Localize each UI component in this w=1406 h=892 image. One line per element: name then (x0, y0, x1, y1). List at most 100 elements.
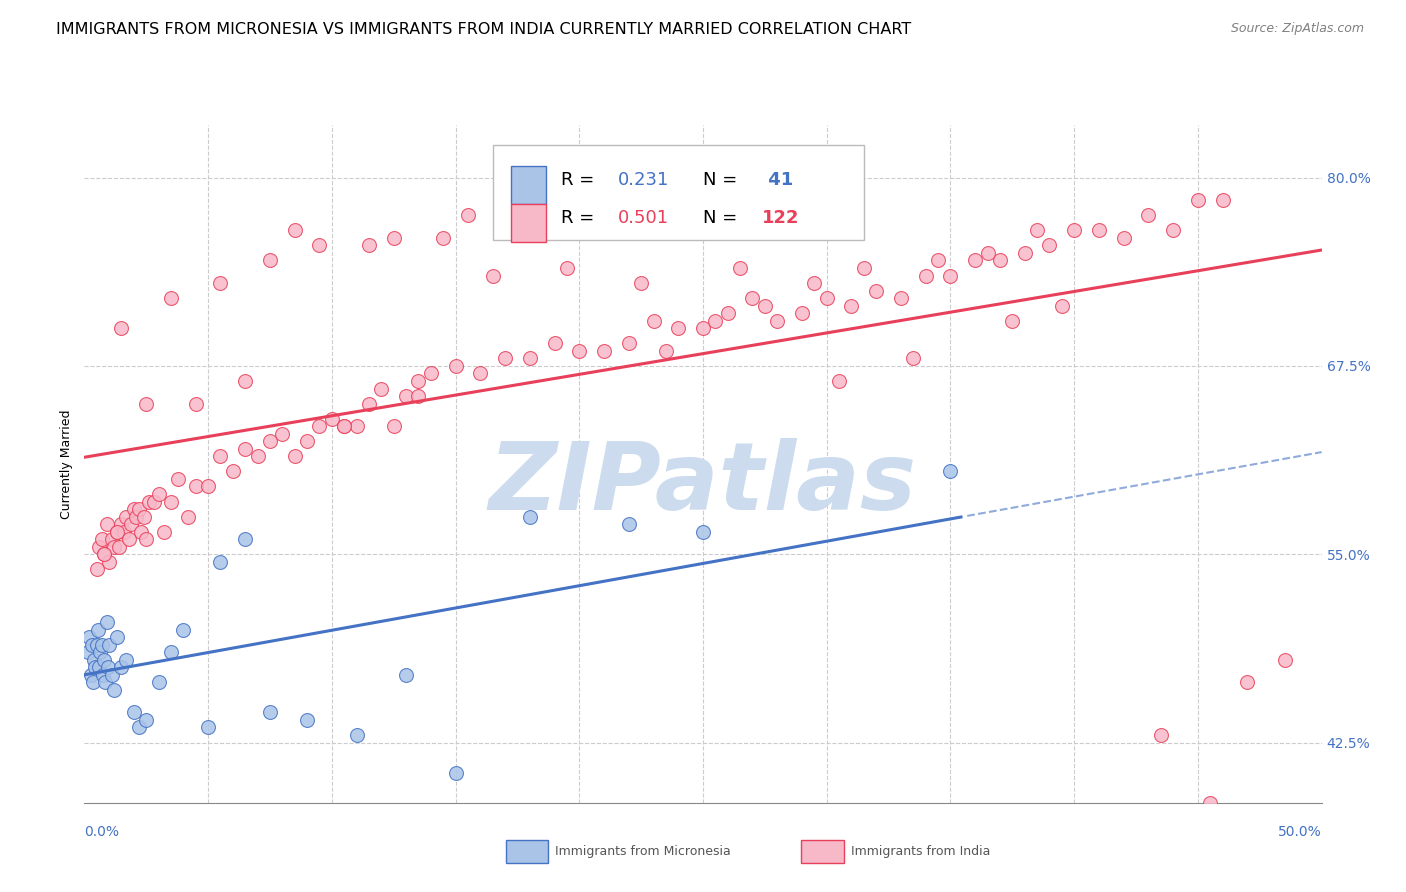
Point (581, 186, 603, 200)
Text: 122: 122 (762, 210, 800, 227)
Point (444, 359, 467, 373)
Point (87, 623, 110, 637)
Point (122, 502, 145, 516)
Point (988, 253, 1011, 268)
Point (1038, 238, 1060, 252)
Point (395, 389, 418, 403)
Point (704, 314, 727, 328)
Point (1112, 231, 1135, 245)
Text: N =: N = (703, 210, 742, 227)
Point (728, 260, 751, 275)
Text: ZIPatlas: ZIPatlas (489, 438, 917, 530)
Point (419, 367, 441, 381)
Point (617, 336, 640, 351)
Point (630, 276, 652, 290)
Point (98, 555, 121, 569)
Point (152, 524, 174, 539)
Point (1137, 208, 1160, 222)
Point (346, 728, 368, 742)
Point (914, 268, 936, 283)
Point (184, 396, 207, 410)
Point (890, 291, 912, 305)
Point (408, 389, 430, 403)
Text: 50.0%: 50.0% (1278, 825, 1322, 839)
Point (209, 450, 232, 464)
Y-axis label: Currently Married: Currently Married (60, 409, 73, 518)
Point (98, 638, 121, 652)
Point (94, 675, 117, 690)
Point (79, 667, 101, 681)
Point (103, 540, 125, 554)
Point (197, 479, 219, 493)
Point (395, 667, 418, 681)
Point (852, 260, 875, 275)
Point (790, 306, 813, 320)
Point (86, 638, 108, 652)
Point (93, 653, 115, 667)
Text: R =: R = (561, 210, 600, 227)
Point (939, 464, 962, 478)
Point (105, 524, 128, 539)
Text: 41: 41 (762, 171, 793, 189)
Point (135, 396, 157, 410)
Point (308, 238, 330, 252)
Point (1236, 675, 1258, 690)
Point (100, 667, 122, 681)
Point (96, 517, 118, 532)
Point (655, 343, 678, 358)
Point (1161, 223, 1184, 237)
Point (531, 201, 554, 215)
Point (97, 660, 120, 674)
Point (91, 667, 114, 681)
Point (457, 208, 479, 222)
Point (125, 509, 148, 524)
Point (233, 442, 256, 456)
Point (666, 321, 689, 335)
Point (122, 706, 145, 720)
Point (128, 502, 150, 516)
Point (828, 374, 851, 388)
Bar (512, 204, 546, 242)
Point (112, 524, 135, 539)
Point (308, 419, 330, 434)
Point (346, 419, 368, 434)
Point (284, 450, 307, 464)
Point (160, 291, 183, 305)
Point (494, 351, 516, 366)
Bar (492, 145, 863, 240)
Point (321, 411, 343, 425)
Point (103, 682, 125, 697)
Point (86, 562, 108, 576)
Point (841, 299, 863, 313)
Point (138, 494, 160, 508)
Point (803, 276, 825, 290)
Point (129, 524, 152, 539)
Point (444, 765, 467, 780)
Point (1014, 246, 1036, 260)
Point (271, 426, 294, 441)
Point (692, 321, 714, 335)
Point (233, 374, 256, 388)
Point (79, 630, 101, 644)
Point (1063, 223, 1085, 237)
Point (222, 464, 245, 478)
Point (976, 246, 998, 260)
Point (965, 253, 987, 268)
Point (209, 276, 232, 290)
Point (110, 517, 132, 532)
Text: Immigrants from India: Immigrants from India (851, 846, 990, 858)
Point (927, 253, 949, 268)
Point (382, 231, 405, 245)
Point (506, 201, 529, 215)
Point (89, 540, 111, 554)
Point (77, 645, 100, 659)
Point (357, 396, 380, 410)
Point (1199, 796, 1222, 810)
Point (357, 238, 380, 252)
Point (197, 721, 219, 735)
Point (177, 509, 200, 524)
Point (543, 336, 565, 351)
Point (246, 450, 269, 464)
Point (1187, 193, 1209, 207)
Point (617, 517, 640, 532)
